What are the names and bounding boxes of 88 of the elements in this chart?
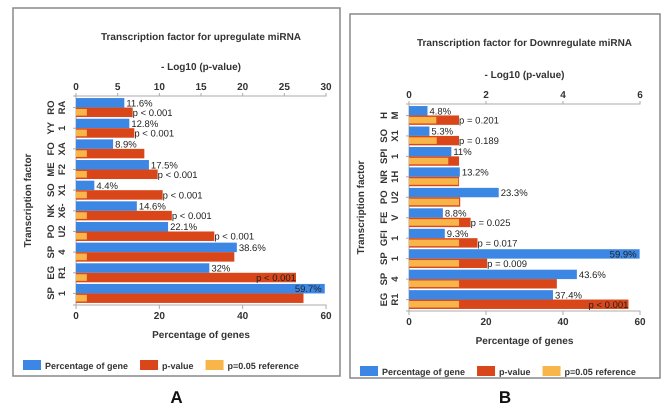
legend-label: Percentage of gene [382,367,466,377]
data-label: 11.6% [126,98,154,110]
data-label: 11% [453,147,472,158]
y-tick-label: SP 1 [379,252,401,265]
x-tick-label: 60 [634,317,646,328]
data-label: 13.2% [462,168,490,179]
data-label: 4.4% [96,180,119,192]
y-tick-label: PO U2 [379,190,401,204]
annotation: p < 0.001 [256,273,296,284]
annotation: p < 0.001 [132,108,173,119]
x2-tick-label: 2 [483,90,490,101]
y-tick-label: GFI 1 [379,230,401,246]
y-axis-title: Transcription factor [356,160,367,254]
y-axis-title: Transcription factor [23,153,34,248]
x2-axis-title: - Log10 (p-value) [484,70,565,81]
legend-label: p=0.05 reference [228,361,299,371]
y-tick-label: SO X1 [379,129,401,143]
legend-label: p-value [499,367,531,377]
y-tick-label: SP 4 [46,245,68,258]
data-label: 5.3% [431,126,454,138]
x-tick-label: 0 [73,311,80,322]
x-axis-title: Percentage of genes [476,336,574,347]
text: A [170,388,183,407]
y-tick-label: H M [379,111,401,120]
x2-tick-label: 15 [195,82,207,93]
x2-tick-label: 0 [73,82,80,93]
x-tick-label: 60 [320,311,332,322]
data-label: 38.6% [238,242,266,254]
x2-tick-label: 0 [406,90,412,101]
annotation: p < 0.001 [158,170,198,181]
y-tick-label: SP 4 [379,272,401,286]
data-label: 37.4% [554,290,582,302]
x-tick-label: 0 [406,317,412,328]
annotation: p = 0.189 [459,136,499,148]
y-tick-label: SO X1 [46,183,68,198]
y-tick-label: YY 1 [46,121,68,135]
x2-axis-title: - Log10 (p-value) [160,62,242,73]
data-label: 22.1% [170,222,198,234]
y-tick-label: FE V [379,212,401,224]
x2-tick-label: 20 [237,82,249,93]
x2-tick-label: 4 [560,90,566,101]
chart-title: Transcription factor for upregulate miRNA [100,32,302,43]
legend-label: Percentage of gene [45,361,128,371]
x2-tick-label: 6 [637,90,644,101]
data-label: 59.9% [610,249,638,260]
chart-title: Transcription factor for Downregulate miRNA [416,38,632,49]
y-tick-label: EG R1 [379,292,401,306]
annotation: p = 0.009 [487,258,528,270]
annotation: p < 0.001 [172,211,212,222]
y-tick-label: SP 1 [46,286,68,300]
data-label: 23.3% [500,188,528,200]
annotation: p < 0.001 [134,128,174,140]
text: B [498,388,512,407]
annotation: p < 0.001 [162,190,203,202]
data-label: 14.6% [138,202,166,213]
x2-tick-label: 10 [154,82,166,93]
annotation: p = 0.017 [478,238,518,250]
data-label: 59.7% [294,284,322,296]
x-tick-label: 40 [237,311,249,322]
y-tick-label: NR 1H [379,170,401,184]
data-label: 12.8% [131,118,159,130]
x2-tick-label: 30 [320,82,332,93]
y-tick-label: SPI 1 [379,148,401,164]
data-label: 4.8% [429,106,452,118]
annotation: p < 0.001 [588,300,628,311]
x-tick-label: 20 [480,317,492,328]
y-tick-label: RO RA [46,100,68,115]
y-tick-label: EG R1 [46,266,68,280]
x-axis-title: Percentage of genes [152,330,250,341]
x2-tick-label: 25 [278,82,290,93]
annotation: p < 0.001 [214,232,254,243]
annotation: p = 0.201 [459,116,499,127]
data-label: 8.8% [444,208,468,220]
annotation: p = 0.025 [470,218,510,229]
data-label: 9.3% [446,228,470,240]
x-tick-label: 40 [557,317,569,328]
data-label: 8.9% [115,140,138,151]
y-tick-label: FO XA [46,142,68,156]
y-tick-label: NK X6- [46,203,68,218]
legend-label: p-value [162,361,194,371]
y-tick-label: ME F2 [46,162,68,177]
y-tick-label: PO U2 [46,224,68,238]
x2-tick-label: 5 [114,82,121,93]
data-label: 32% [211,264,231,275]
data-label: 43.6% [578,270,606,281]
legend-label: p=0.05 reference [564,367,636,377]
data-label: 17.5% [150,160,178,172]
x-tick-label: 20 [154,311,166,322]
